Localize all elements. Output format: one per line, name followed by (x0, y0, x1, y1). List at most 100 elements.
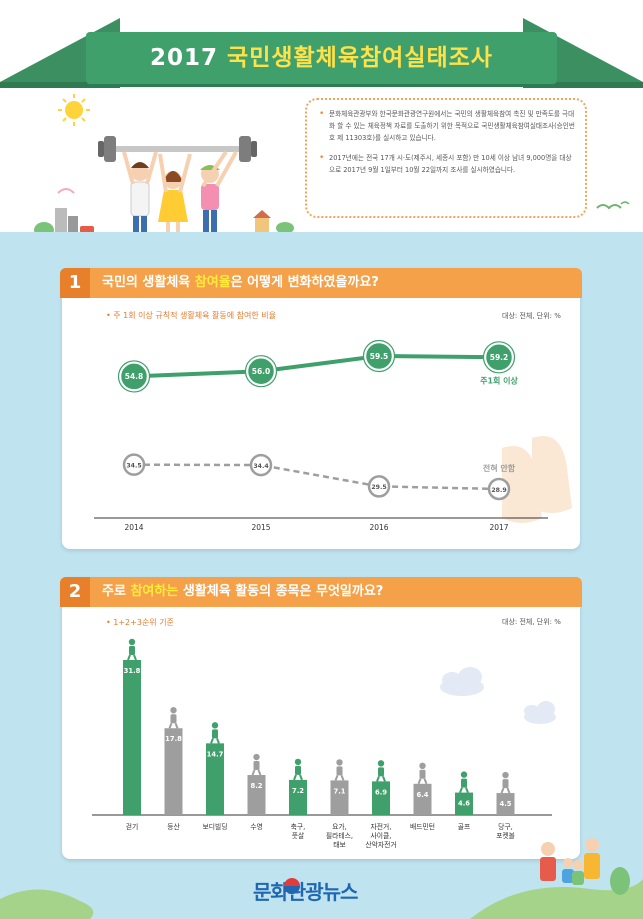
bar-value-label: 31.8 (124, 667, 141, 675)
data-point (122, 453, 146, 476)
page-title: 2017 국민생활체육참여실태조사 (86, 32, 557, 84)
section2-subtitle: • 1+2+3순위 기준 (106, 618, 174, 627)
header-area: 2017 국민생활체육참여실태조사 (0, 0, 643, 238)
hiking-icon (168, 707, 179, 729)
data-point-ring (362, 339, 396, 373)
section1-title-post: 은 어떻게 변화하였을까요? (230, 275, 379, 290)
category-label: 수영 (250, 822, 263, 831)
data-point (487, 477, 511, 501)
bar (372, 781, 390, 815)
family-hiking-icon (540, 838, 600, 885)
category-label: 태보 (333, 841, 346, 849)
sun-icon (58, 94, 90, 126)
category-label: 요가, (332, 822, 347, 831)
shoe-decoration (502, 436, 572, 523)
title-text: 국민생활체육참여실태조사 (227, 45, 493, 71)
title-banner: 2017 국민생활체육참여실태조사 (86, 32, 557, 84)
category-label: 축구, (291, 822, 306, 831)
person-woman-icon (158, 153, 192, 238)
bar (123, 660, 141, 815)
section1-number: 1 (60, 268, 90, 298)
data-point-ring (482, 341, 516, 374)
category-label: 풋살 (292, 831, 305, 840)
person-elder-icon (200, 150, 238, 232)
intro-paragraph-1: 문화체육관광부와 한국문화관광연구원에서는 국민의 생활체육참여 촉진 및 만족… (319, 108, 575, 144)
golf-icon (459, 771, 469, 793)
data-label: 34.4 (253, 463, 269, 470)
bar-value-label: 4.5 (499, 800, 511, 808)
barbell-icon (98, 136, 257, 162)
section1-header: 1 국민의 생활체육 참여율은 어떻게 변화하였을까요? (60, 268, 582, 298)
bar-chart: 31.8 걷기 17.8 등산 14.7 보디빌딩 8.2 수영 7.2 축구,풋살 7.1 요가,필… (92, 638, 556, 849)
section1-title-pre: 국민의 생활체육 (102, 275, 195, 290)
bar-value-label: 6.9 (375, 788, 387, 796)
category-label: 배드민턴 (410, 822, 435, 831)
bar (206, 743, 224, 815)
roof-right-base (523, 82, 643, 88)
title-year: 2017 (150, 45, 219, 71)
swimming-icon (251, 753, 262, 776)
birds-decoration (596, 201, 630, 210)
category-label: 산악자전거 (365, 840, 396, 849)
section1-subtitle: • 주 1회 이상 규칙적 생활체육 활동에 참여한 비율 (106, 311, 276, 320)
section2-title-post: 생활체육 활동의 종목은 무엇일까요? (178, 584, 384, 599)
logo-emblem-icon (284, 878, 300, 894)
illustration-people-barbell (34, 94, 294, 238)
data-point (118, 361, 150, 392)
category-label: 사이클, (371, 831, 392, 840)
category-label: 포켓볼 (496, 831, 515, 840)
data-label: 54.8 (125, 372, 144, 381)
bar (496, 793, 515, 815)
footer-decoration (0, 838, 643, 919)
person-man-icon (122, 151, 158, 236)
category-label: 골프 (458, 823, 471, 831)
soccer-icon (293, 758, 303, 781)
series-line-2 (133, 463, 500, 491)
data-label: 59.2 (490, 353, 509, 362)
bar-value-label: 6.4 (416, 791, 428, 799)
category-label: 걷기 (126, 822, 139, 831)
section2-number: 2 (60, 577, 90, 607)
line-chart: 2014 2015 2016 2017 54.8 56.0 59.5 59.2 주1회 이상 34… (94, 339, 572, 532)
series-label: 전혀 안함 (483, 463, 516, 473)
category-label: 당구, (498, 822, 513, 831)
intro-paragraph-2: 2017년에는 전국 17개 시·도(제주시, 세종시 포함) 만 10세 이상… (319, 152, 575, 176)
data-label: 28.9 (491, 487, 506, 494)
cycling-icon (376, 760, 386, 782)
bar (413, 783, 432, 815)
x-tick-label: 2017 (489, 523, 508, 532)
bar-value-label: 8.2 (250, 782, 262, 790)
bar-value-label: 14.7 (207, 750, 224, 758)
cloud-decoration (440, 667, 556, 724)
bar-value-label: 17.8 (165, 735, 182, 743)
data-point (245, 355, 277, 387)
data-label: 34.5 (126, 462, 141, 469)
section1-unit: 대상: 전체, 단위: % (502, 312, 561, 320)
data-label: 59.5 (370, 352, 389, 361)
section1-panel: 1 국민의 생활체육 참여율은 어떻게 변화하였을까요? • 주 1회 이상 규… (60, 268, 582, 549)
category-label: 자전거, (371, 822, 392, 831)
data-point (483, 342, 515, 373)
data-point-ring (117, 360, 151, 393)
category-label: 보디빌딩 (202, 822, 227, 831)
roof-left-base (0, 82, 120, 88)
bar (330, 780, 349, 815)
bar (289, 779, 307, 815)
walking-icon (127, 638, 137, 661)
data-point (249, 453, 273, 477)
bar (455, 792, 473, 815)
data-label: 29.5 (371, 484, 386, 491)
section2-title: 주로 참여하는 생활체육 활동의 종목은 무엇일까요? (102, 577, 383, 607)
section2-header: 2 주로 참여하는 생활체육 활동의 종목은 무엇일까요? (60, 577, 582, 607)
intro-box: 문화체육관광부와 한국문화관광연구원에서는 국민의 생활체육참여 촉진 및 만족… (305, 98, 587, 218)
x-tick-label: 2016 (369, 523, 388, 532)
badminton-icon (417, 762, 428, 785)
data-point (367, 475, 391, 498)
bar-value-label: 4.6 (458, 800, 470, 808)
billiards-icon (500, 771, 511, 794)
bar (247, 775, 266, 815)
section2-panel: 2 주로 참여하는 생활체육 활동의 종목은 무엇일까요? • 1+2+3순위 … (60, 577, 582, 859)
x-tick-label: 2014 (124, 523, 143, 532)
series-label: 주1회 이상 (480, 375, 518, 385)
weightlifting-icon (210, 722, 220, 744)
